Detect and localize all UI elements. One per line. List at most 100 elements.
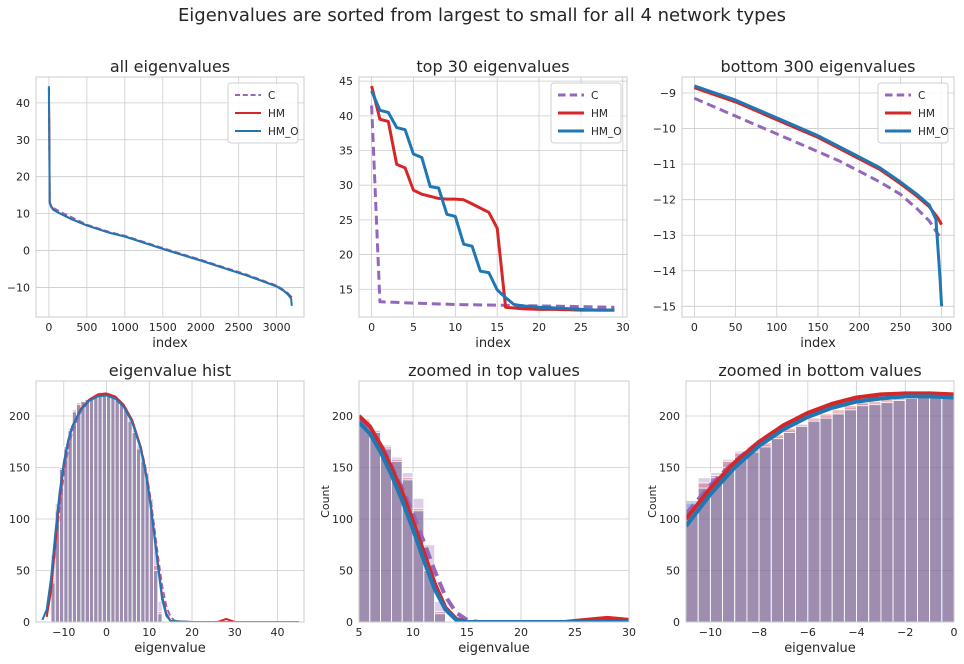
hist-bar-HM_O: [153, 570, 159, 622]
legend: C HM HM_O: [227, 82, 299, 144]
plot-area: [686, 391, 954, 622]
x-tick-label: 10: [142, 626, 156, 639]
x-tick-label: 0: [45, 321, 52, 334]
x-tick-label: 100: [766, 321, 787, 334]
y-tick-label: 50: [666, 565, 680, 578]
hist-bar-HM_O: [157, 613, 163, 622]
x-tick-label: 0: [691, 321, 698, 334]
legend-label: HM_O: [268, 126, 298, 138]
x-tick-label: −2: [897, 626, 913, 639]
legend-label: C: [918, 90, 925, 102]
hist-bar-HM_O: [819, 417, 833, 622]
hist-bar-HM_O: [917, 397, 931, 622]
y-tick-label: 200: [332, 410, 353, 423]
x-tick-label: −6: [800, 626, 816, 639]
hist-bar-HM_O: [140, 460, 146, 622]
y-tick-label: 100: [659, 513, 680, 526]
y-tick-label: −12: [653, 194, 676, 207]
hist-bar-HM_O: [123, 409, 129, 622]
hist-bar-HM_O: [734, 456, 748, 622]
y-tick-label: −9: [660, 87, 676, 100]
legend-box: [227, 82, 299, 144]
x-tick-label: 500: [76, 321, 97, 334]
series-line-HM_O: [47, 86, 293, 306]
x-tick-label: 30: [622, 626, 636, 639]
hist-bar-HM_O: [795, 425, 809, 622]
hist-bar-HM_O: [131, 432, 137, 622]
x-tick-label: 5: [410, 321, 417, 334]
y-tick-label: 10: [16, 208, 30, 221]
panel-p1: 0 500 1000 1500 2000 2500 3000 −10 0 10 20 30 40 all …: [7, 57, 305, 351]
hist-bar-HM_O: [892, 400, 906, 622]
y-tick-label: 30: [339, 179, 353, 192]
y-tick-label: −14: [653, 265, 676, 278]
x-axis-label: eigenvalue: [134, 641, 206, 656]
panel-title: eigenvalue hist: [109, 361, 231, 380]
axes-frame: [681, 76, 955, 318]
y-tick-label: 40: [339, 110, 353, 123]
x-tick-label: 30: [228, 626, 242, 639]
x-tick-label: 40: [270, 626, 284, 639]
y-tick-label: 0: [346, 616, 353, 629]
hist-bar-HM_O: [101, 392, 107, 622]
x-tick-label: −8: [751, 626, 767, 639]
panel-p2: 0 5 10 15 20 25 30 15 20 25 30 35 40 45 top 30 eigenva…: [339, 57, 630, 351]
legend-box: [550, 82, 622, 144]
hist-bar-HM_O: [807, 420, 821, 622]
y-tick-label: −11: [653, 158, 676, 171]
legend: C HM HM_O: [550, 82, 622, 144]
x-tick-label: 5: [356, 626, 363, 639]
hist-bar-HM_O: [783, 432, 797, 622]
x-axis-label: index: [152, 336, 188, 351]
hist-bar-HM_O: [831, 413, 845, 622]
kde-line-HM_O: [359, 420, 629, 622]
plot-area: [693, 84, 944, 307]
hist-bar-HM_O: [856, 405, 870, 622]
x-axis-label: index: [800, 336, 836, 351]
plot-area: [370, 85, 615, 312]
x-tick-label: 10: [448, 321, 462, 334]
y-tick-label: 100: [332, 513, 353, 526]
panel-title: zoomed in top values: [408, 361, 580, 380]
hist-bar-HM_O: [758, 446, 772, 622]
hist-bar-HM_O: [110, 397, 116, 622]
x-tick-label: 3000: [263, 321, 291, 334]
kde-line-HM_O: [41, 394, 295, 622]
legend-label: HM: [918, 108, 935, 120]
hist-bar-HM_O: [929, 396, 943, 622]
hist-bar-HM_O: [880, 402, 894, 622]
hist-bar-HM_O: [80, 401, 86, 622]
hist-bar-HM_O: [359, 420, 371, 622]
hist-bar-HM_O: [709, 477, 723, 622]
x-tick-label: 30: [616, 321, 630, 334]
hist-bar-HM_O: [904, 398, 918, 622]
y-axis-label: Count: [319, 484, 332, 517]
x-tick-label: 25: [574, 321, 588, 334]
series-line-C: [693, 96, 943, 240]
panel-p4: −10 0 10 20 30 40 0 50 100 150 200 eigenvalue hist e…: [9, 361, 305, 656]
x-tick-label: −10: [52, 626, 75, 639]
y-tick-label: 100: [9, 513, 30, 526]
hist-bar-HM_O: [97, 393, 103, 622]
plot-area: [359, 414, 629, 622]
x-tick-label: 1500: [149, 321, 177, 334]
legend-label: HM: [268, 108, 285, 120]
x-tick-label: 2500: [225, 321, 253, 334]
hist-bar-HM_O: [941, 396, 954, 622]
legend-box: [877, 82, 949, 144]
x-tick-label: 15: [490, 321, 504, 334]
hist-bar-HM_O: [843, 409, 857, 622]
x-tick-label: 20: [185, 626, 199, 639]
axes-frame: [685, 380, 955, 623]
hist-bar-HM_O: [71, 411, 78, 622]
plot-area: [41, 391, 299, 622]
x-axis-label: index: [475, 336, 511, 351]
x-tick-label: 0: [103, 626, 110, 639]
hist-bar-HM_O: [76, 404, 82, 622]
y-tick-label: −13: [653, 229, 676, 242]
legend-label: HM: [591, 108, 608, 120]
y-axis-label: Count: [646, 484, 659, 517]
y-tick-label: 20: [16, 171, 30, 184]
y-tick-label: 20: [339, 249, 353, 262]
y-tick-label: 150: [332, 462, 353, 475]
